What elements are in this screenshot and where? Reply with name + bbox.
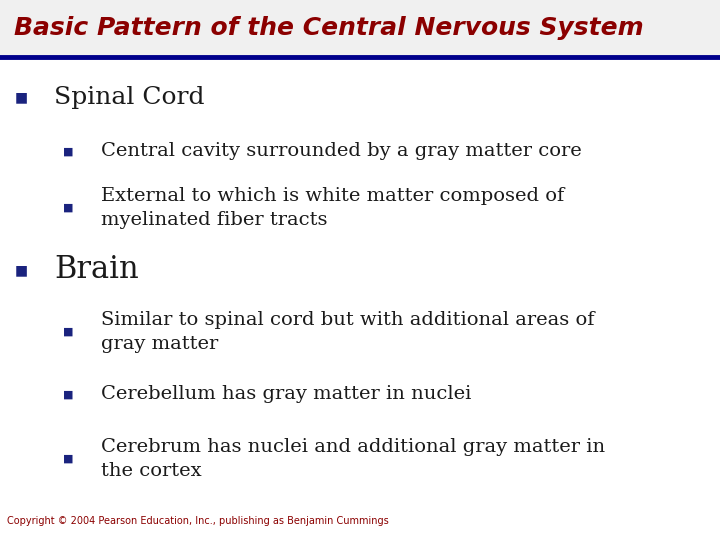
Text: ■: ■ (15, 263, 28, 277)
Text: Copyright © 2004 Pearson Education, Inc., publishing as Benjamin Cummings: Copyright © 2004 Pearson Education, Inc.… (7, 516, 389, 526)
Text: ■: ■ (63, 203, 73, 213)
FancyBboxPatch shape (0, 0, 720, 57)
Text: ■: ■ (63, 146, 73, 156)
Text: Cerebellum has gray matter in nuclei: Cerebellum has gray matter in nuclei (101, 385, 471, 403)
Text: ■: ■ (15, 90, 28, 104)
Text: Spinal Cord: Spinal Cord (54, 86, 204, 109)
Text: Brain: Brain (54, 254, 139, 286)
Text: External to which is white matter composed of
myelinated fiber tracts: External to which is white matter compos… (101, 187, 564, 229)
Text: ■: ■ (63, 327, 73, 337)
Text: Central cavity surrounded by a gray matter core: Central cavity surrounded by a gray matt… (101, 142, 582, 160)
Text: Similar to spinal cord but with additional areas of
gray matter: Similar to spinal cord but with addition… (101, 311, 594, 353)
Text: ■: ■ (63, 389, 73, 399)
Text: Basic Pattern of the Central Nervous System: Basic Pattern of the Central Nervous Sys… (14, 16, 644, 40)
Text: ■: ■ (63, 454, 73, 464)
Text: Cerebrum has nuclei and additional gray matter in
the cortex: Cerebrum has nuclei and additional gray … (101, 438, 605, 480)
